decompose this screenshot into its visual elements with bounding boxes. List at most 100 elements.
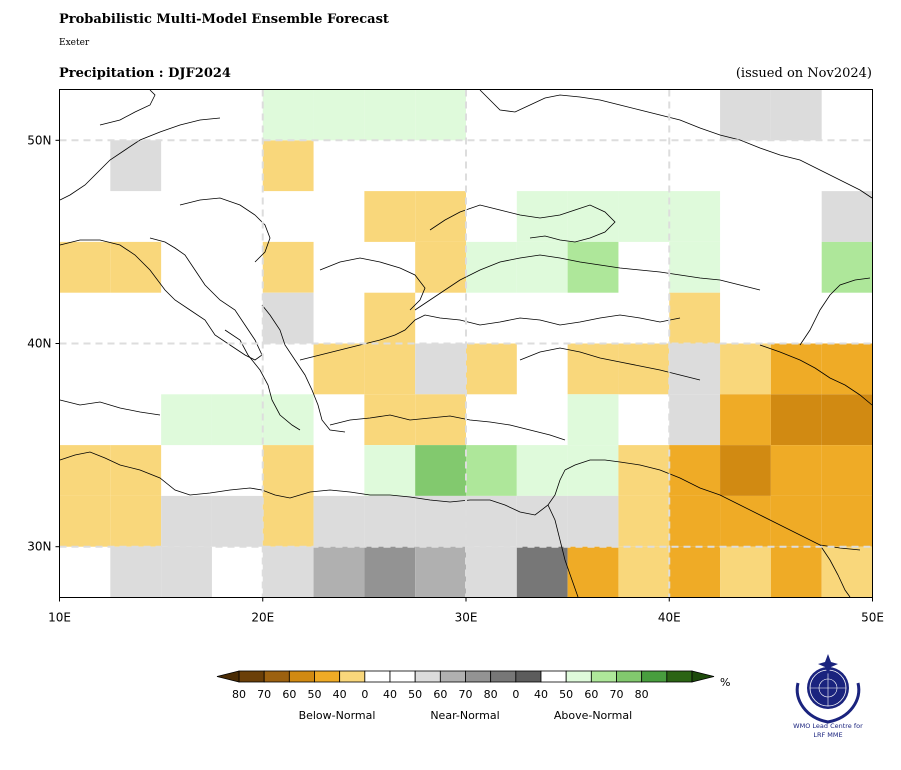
grid-cell-above bbox=[262, 394, 314, 446]
grid-cell-below bbox=[669, 546, 721, 598]
colorbar-label: 80 bbox=[232, 688, 246, 701]
grid-cell-near bbox=[466, 546, 517, 598]
grid-cell-below bbox=[720, 546, 771, 598]
grid-cell-below bbox=[821, 445, 873, 496]
colorbar-segment bbox=[590, 670, 617, 683]
wmo-caption-line2: LRF MME bbox=[813, 731, 843, 739]
grid-cell-above bbox=[821, 241, 873, 293]
grid-cell-below bbox=[59, 495, 111, 547]
grid-cell-below bbox=[415, 394, 466, 446]
grid-cell-near bbox=[415, 343, 466, 395]
grid-cell-below bbox=[770, 495, 822, 547]
colorbar-label: 60 bbox=[433, 688, 448, 701]
grid-cell-below bbox=[415, 191, 466, 242]
grid-cell-below bbox=[720, 394, 771, 446]
grid-cell-below bbox=[618, 343, 670, 395]
grid-cell-below bbox=[669, 445, 721, 496]
grid-cell-above bbox=[415, 89, 466, 141]
grid-cell-above bbox=[567, 241, 619, 293]
grid-cell-near bbox=[821, 191, 873, 242]
colorbar-extend-left bbox=[216, 670, 240, 683]
x-tick-label: 20E bbox=[251, 611, 274, 625]
grid-cell-near bbox=[720, 89, 771, 141]
colorbar-label: 50 bbox=[307, 688, 322, 701]
colorbar-segment bbox=[666, 670, 693, 683]
grid-cell-below bbox=[313, 343, 365, 395]
colorbar bbox=[216, 670, 715, 683]
grid-cell-below bbox=[262, 495, 314, 547]
grid-cell-near bbox=[669, 394, 721, 446]
grid-cell-below bbox=[669, 495, 721, 547]
colorbar-extend-right bbox=[691, 670, 715, 683]
grid-cell-below bbox=[110, 445, 162, 496]
grid-cell-above bbox=[516, 445, 568, 496]
grid-cell-above bbox=[415, 445, 466, 496]
grid-cell-below bbox=[720, 495, 771, 547]
colorbar-segment bbox=[263, 670, 290, 683]
grid-cell-below bbox=[415, 241, 466, 293]
grid-cell-below bbox=[567, 546, 619, 598]
colorbar-label: 40 bbox=[332, 688, 347, 701]
grid-cell-below bbox=[618, 546, 670, 598]
y-tick-label: 40N bbox=[27, 337, 51, 351]
grid-cell-below bbox=[770, 546, 822, 598]
colorbar-segment bbox=[288, 670, 315, 683]
grid-cell-near bbox=[262, 292, 314, 344]
grid-cell-below bbox=[59, 445, 111, 496]
grid-cell-above bbox=[466, 445, 517, 496]
grid-cell-above bbox=[567, 191, 619, 242]
colorbar-segment bbox=[364, 670, 391, 683]
y-tick-label: 30N bbox=[27, 540, 51, 554]
colorbar-label: 70 bbox=[458, 688, 473, 701]
colorbar-segment bbox=[540, 670, 567, 683]
centre-label: Exeter bbox=[59, 38, 90, 48]
grid-cell-below bbox=[618, 495, 670, 547]
grid-cell-below bbox=[821, 495, 873, 547]
grid-cell-near bbox=[364, 495, 416, 547]
colorbar-label: 50 bbox=[408, 688, 423, 701]
grid-cell-above bbox=[669, 241, 721, 293]
colorbar-unit: % bbox=[720, 676, 731, 689]
grid-cell-below bbox=[262, 241, 314, 293]
colorbar-segment bbox=[414, 670, 441, 683]
category-below: Below-Normal bbox=[298, 709, 376, 722]
grid-cell-above bbox=[669, 191, 721, 242]
grid-cell-near bbox=[211, 495, 263, 547]
colorbar-segment bbox=[515, 670, 542, 683]
colorbar-segment bbox=[389, 670, 416, 683]
grid-cell-below bbox=[364, 191, 416, 242]
wmo-caption-line1: WMO Lead Centre for bbox=[793, 722, 863, 730]
grid-cell-above bbox=[567, 394, 619, 446]
grid-cell-above bbox=[364, 89, 416, 141]
grid-cell-near bbox=[364, 546, 416, 598]
colorbar-segment bbox=[238, 670, 265, 683]
grid-cell-near bbox=[313, 495, 365, 547]
colorbar-label: 70 bbox=[609, 688, 624, 701]
grid-cell-below bbox=[821, 394, 873, 446]
grid-cell-near bbox=[161, 546, 212, 598]
colorbar-segment bbox=[565, 670, 592, 683]
grid-cell-above bbox=[516, 191, 568, 242]
colorbar-label: 50 bbox=[559, 688, 574, 701]
colorbar-label: 40 bbox=[534, 688, 548, 701]
grid-cell-below bbox=[59, 241, 111, 293]
grid-cell-below bbox=[720, 445, 771, 496]
x-tick-label: 10E bbox=[48, 611, 71, 625]
grid-cell-below bbox=[567, 343, 619, 395]
grid-cell-below bbox=[262, 140, 314, 192]
gridlines bbox=[59, 89, 873, 598]
grid-cell-near bbox=[262, 546, 314, 598]
chart-title: Probabilistic Multi-Model Ensemble Forec… bbox=[59, 12, 389, 27]
wmo-logo bbox=[795, 654, 861, 724]
grid-cell-near bbox=[770, 89, 822, 141]
grid-cell-below bbox=[770, 445, 822, 496]
colorbar-segment bbox=[339, 670, 366, 683]
probability-cells bbox=[59, 89, 873, 598]
colorbar-segment bbox=[465, 670, 492, 683]
grid-cell-near bbox=[516, 546, 568, 598]
grid-cell-near bbox=[415, 546, 466, 598]
y-ticks: 50N 40N 30N bbox=[27, 133, 60, 554]
grid-cell-below bbox=[364, 394, 416, 446]
grid-cell-above bbox=[211, 394, 263, 446]
grid-cell-near bbox=[110, 140, 162, 192]
